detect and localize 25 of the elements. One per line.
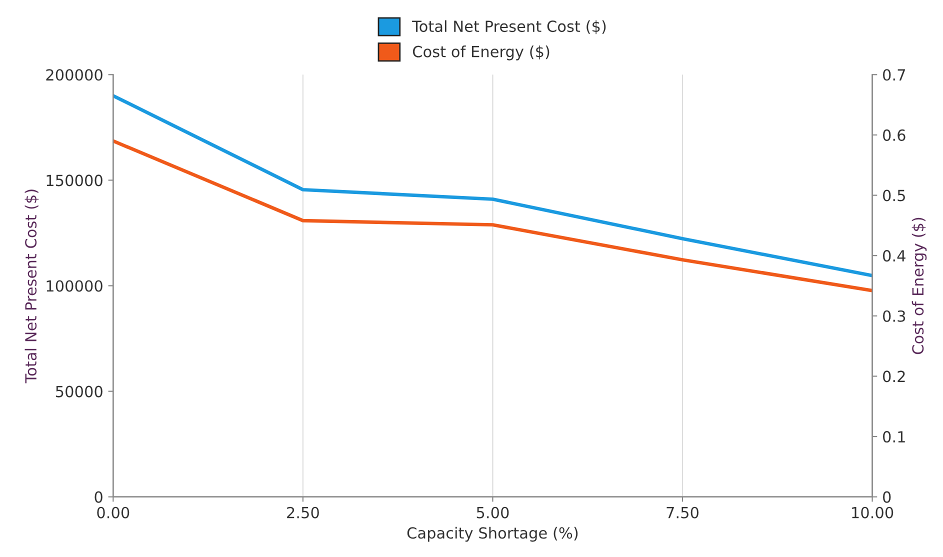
x-axis-title: Capacity Shortage (%)	[407, 526, 578, 542]
x-tick-label: 10.00	[852, 506, 894, 518]
y-tick-label: 150000	[46, 174, 102, 186]
y-tick-label: 0	[94, 491, 102, 503]
y-axis-title: Total Net Present Cost ($)	[24, 190, 39, 384]
legend-label: Cost of Energy ($)	[412, 46, 550, 60]
x-tick-label: 0.00	[97, 506, 130, 518]
y2-tick-label: 0.2	[883, 370, 905, 382]
line-series	[113, 94, 872, 278]
y2-tick-label: 0.4	[883, 250, 906, 262]
y2-tick-label: 0	[883, 491, 891, 503]
x-tick-label: 2.50	[287, 506, 319, 518]
legend-label: Total Net Present Cost ($)	[412, 20, 606, 34]
y2-tick-label: 0.7	[883, 69, 905, 81]
y-tick-label: 50000	[56, 386, 102, 398]
y2-tick-label: 0.3	[883, 310, 906, 322]
y2-tick-label: 0.6	[883, 129, 906, 141]
x-tick-label: 5.00	[476, 506, 509, 518]
y2-tick-label: 0.1	[883, 430, 905, 443]
y-tick-label: 200000	[46, 69, 102, 81]
y-tick-label: 100000	[46, 280, 102, 292]
y2-axis-title: Cost of Energy ($)	[912, 218, 927, 354]
x-tick-label: 7.50	[666, 506, 698, 518]
line-series	[113, 139, 872, 292]
y2-tick-label: 0.5	[883, 190, 905, 202]
